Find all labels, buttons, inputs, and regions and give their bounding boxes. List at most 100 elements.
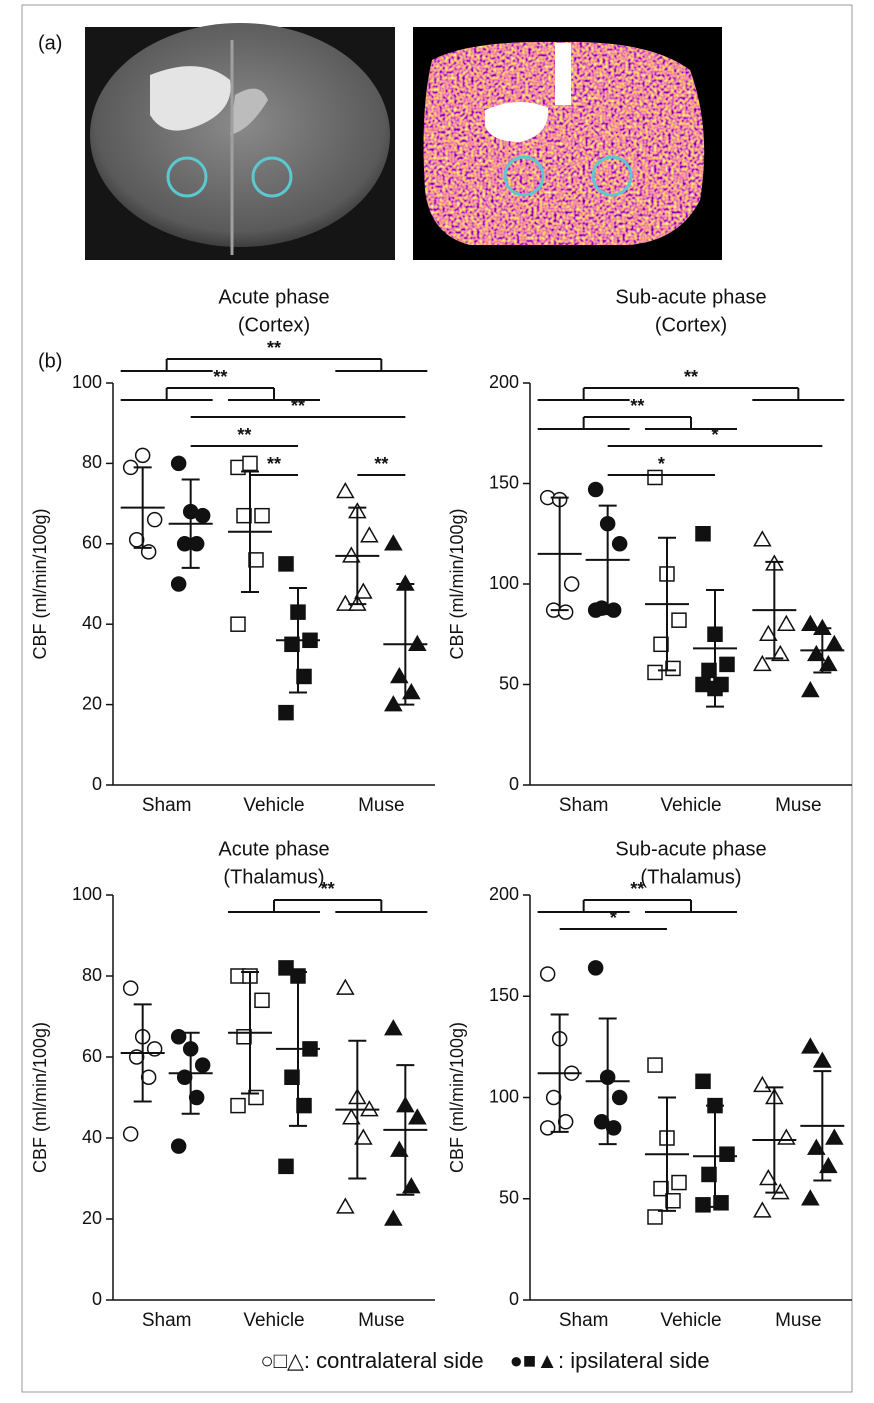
data-point — [385, 1021, 401, 1035]
chart-subtitle: (Cortex) — [655, 314, 727, 336]
significance-label: ** — [291, 396, 305, 416]
data-point — [654, 637, 668, 651]
data-point — [337, 1199, 353, 1213]
data-point — [172, 456, 186, 470]
data-point — [231, 617, 245, 631]
y-tick-label: 200 — [489, 372, 519, 392]
data-point — [172, 577, 186, 591]
data-point — [297, 1099, 311, 1113]
data-point — [814, 1053, 830, 1067]
y-tick-label: 200 — [489, 884, 519, 904]
y-tick-label: 60 — [82, 1046, 102, 1066]
data-point — [142, 1070, 156, 1084]
data-point — [565, 577, 579, 591]
x-tick-label: Sham — [142, 1310, 192, 1331]
x-tick-label: Vehicle — [660, 1310, 721, 1331]
data-point — [361, 528, 377, 542]
x-tick-label: Sham — [559, 1310, 609, 1331]
data-point — [124, 981, 138, 995]
data-point — [559, 605, 573, 619]
y-tick-label: 80 — [82, 965, 102, 985]
y-tick-label: 0 — [92, 1289, 102, 1309]
x-tick-label: Muse — [358, 795, 404, 816]
data-point — [385, 1211, 401, 1225]
data-point — [249, 553, 263, 567]
data-point — [826, 636, 842, 650]
data-point — [666, 1194, 680, 1208]
cbf-map-image — [413, 27, 722, 260]
data-point — [648, 665, 662, 679]
y-tick-label: 0 — [509, 1289, 519, 1309]
data-point — [559, 1115, 573, 1129]
y-tick-label: 100 — [72, 372, 102, 392]
significance-label: ** — [630, 879, 644, 899]
y-tick-label: 20 — [82, 693, 102, 713]
x-tick-label: Vehicle — [243, 1310, 304, 1331]
y-tick-label: 150 — [489, 472, 519, 492]
data-point — [172, 1139, 186, 1153]
significance-label: ** — [630, 396, 644, 416]
data-point — [672, 613, 686, 627]
data-point — [696, 1074, 710, 1088]
panel-label: (b) — [38, 350, 62, 372]
data-point — [130, 533, 144, 547]
chart-title: Acute phase — [218, 838, 329, 860]
y-tick-label: 40 — [82, 1127, 102, 1147]
chart-subtitle: (Thalamus) — [223, 866, 324, 888]
data-point — [279, 557, 293, 571]
data-point — [190, 1091, 204, 1105]
chart-title: Acute phase — [218, 286, 329, 308]
data-point — [613, 1091, 627, 1105]
significance-label: ** — [321, 879, 335, 899]
data-point — [778, 616, 794, 630]
bracket-arm — [538, 388, 630, 400]
y-tick-label: 100 — [489, 573, 519, 593]
data-point — [720, 1147, 734, 1161]
data-point — [190, 537, 204, 551]
data-point — [778, 1130, 794, 1144]
bracket-arm — [645, 417, 737, 429]
data-point — [231, 1099, 245, 1113]
y-axis-label: CBF (ml/min/100g) — [447, 508, 467, 659]
x-tick-label: Vehicle — [243, 795, 304, 816]
data-point — [337, 980, 353, 994]
data-point — [196, 1058, 210, 1072]
y-axis-label: CBF (ml/min/100g) — [30, 508, 50, 659]
data-point — [648, 1210, 662, 1224]
data-point — [754, 1077, 770, 1091]
data-point — [702, 663, 716, 677]
data-point — [136, 448, 150, 462]
x-tick-label: Sham — [559, 795, 609, 816]
y-tick-label: 100 — [489, 1086, 519, 1106]
y-tick-label: 50 — [499, 673, 519, 693]
significance-label: * — [658, 454, 665, 474]
data-point — [255, 993, 269, 1007]
significance-label: ** — [267, 338, 281, 358]
chart-title: Sub-acute phase — [615, 286, 766, 308]
y-tick-label: 0 — [92, 774, 102, 794]
chart-title: Sub-acute phase — [615, 838, 766, 860]
data-point — [672, 1176, 686, 1190]
bracket-arm — [121, 388, 213, 400]
data-point — [279, 706, 293, 720]
data-point — [237, 509, 251, 523]
data-point — [696, 1198, 710, 1212]
x-tick-label: Muse — [775, 1310, 821, 1331]
data-point — [124, 1127, 138, 1141]
data-point — [255, 509, 269, 523]
panel-label: (a) — [38, 32, 62, 54]
bracket-arm — [121, 359, 213, 371]
significance-label: ** — [684, 367, 698, 387]
data-point — [589, 961, 603, 975]
y-axis-label: CBF (ml/min/100g) — [30, 1022, 50, 1173]
data-point — [589, 483, 603, 497]
data-point — [696, 527, 710, 541]
data-point — [802, 1191, 818, 1205]
y-tick-label: 60 — [82, 533, 102, 553]
page: {"panel_labels":["(a)","(b)"], "legend":… — [0, 0, 874, 1398]
significance-label: * — [711, 425, 718, 445]
data-point — [613, 537, 627, 551]
data-point — [702, 1167, 716, 1181]
bracket-arm — [645, 900, 737, 912]
y-tick-label: 40 — [82, 613, 102, 633]
